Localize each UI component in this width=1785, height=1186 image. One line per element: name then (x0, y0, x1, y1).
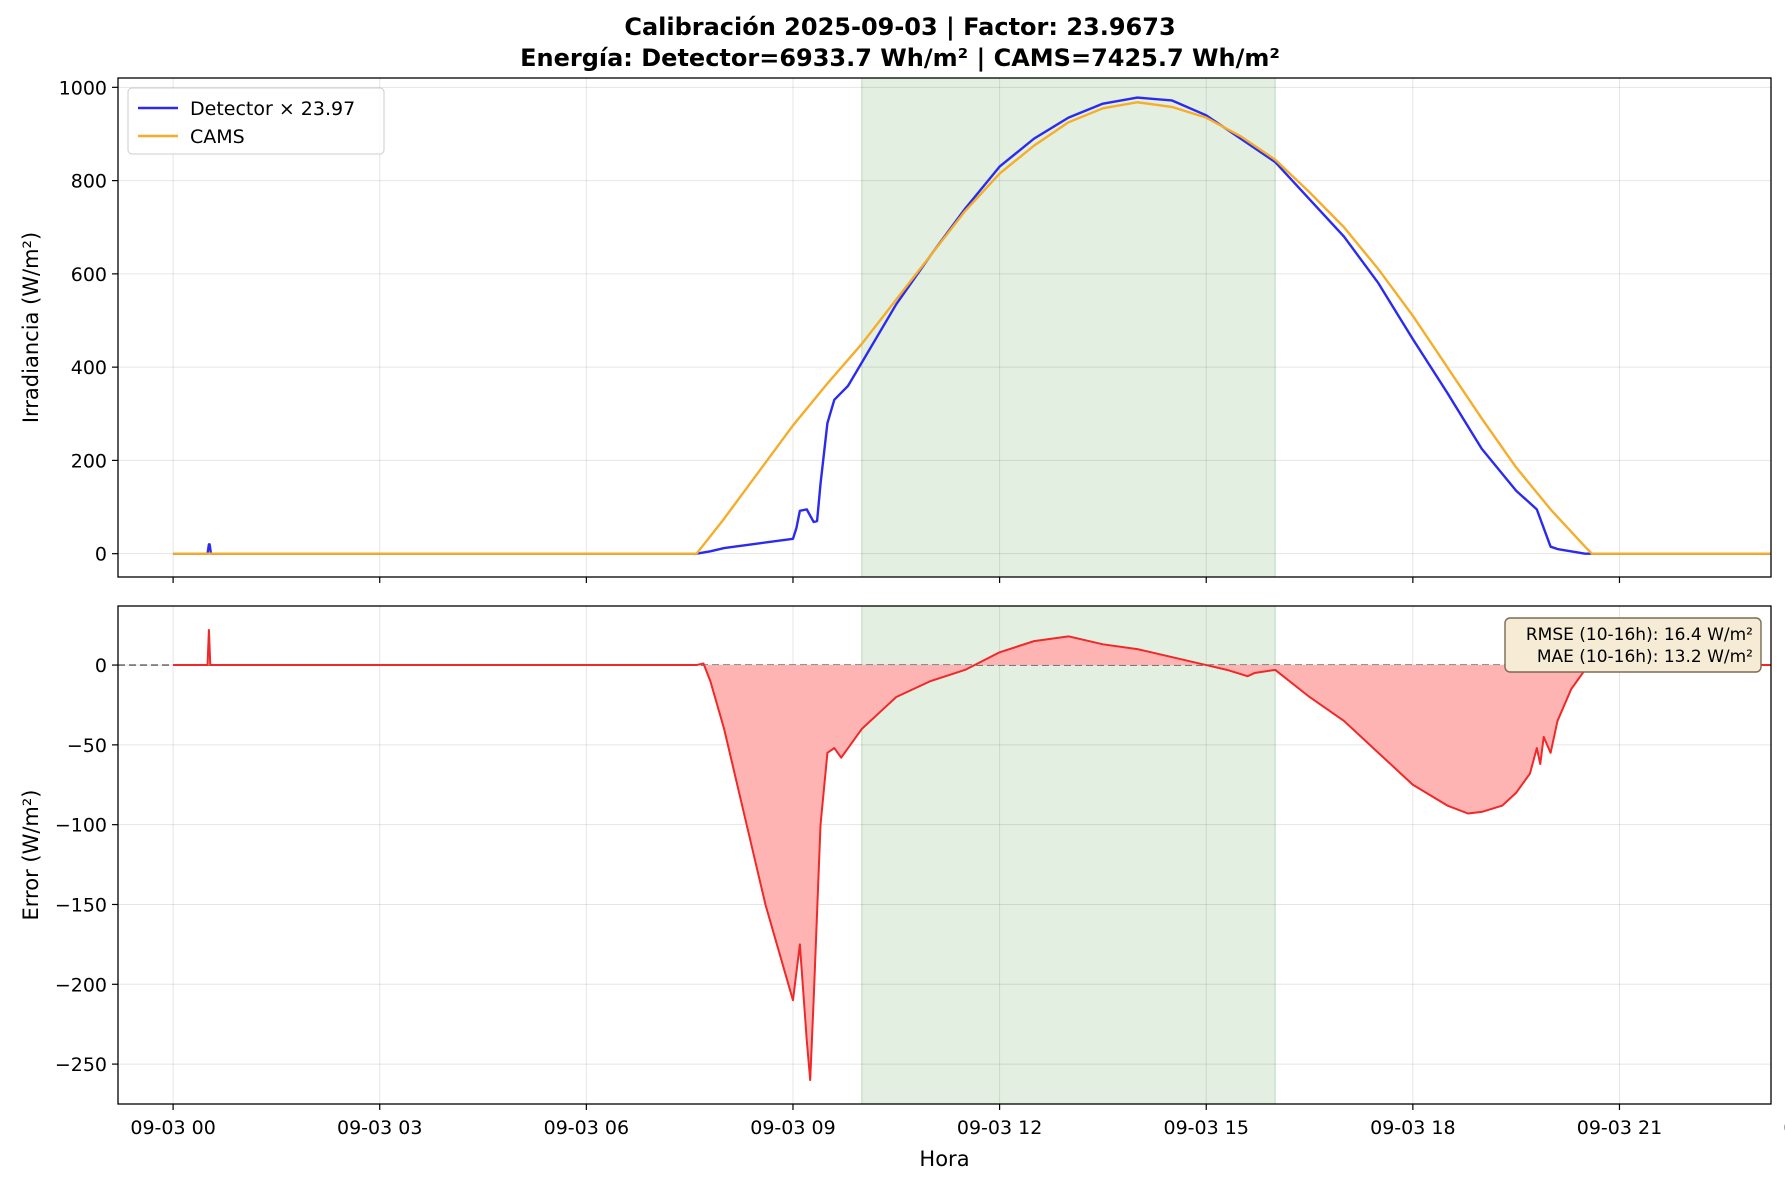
x-tick-label: 09-03 00 (130, 1117, 215, 1139)
highlight-window (861, 78, 1276, 577)
chart-title-line2: Energía: Detector=6933.7 Wh/m² | CAMS=74… (520, 44, 1280, 72)
legend-box (127, 87, 385, 155)
y-tick-label: 0 (95, 544, 107, 566)
y-tick-label: −200 (55, 974, 107, 996)
stats-box (1504, 617, 1762, 673)
cams-series-line (173, 101, 1771, 555)
x-tick-label: 09-03 18 (1370, 1117, 1455, 1139)
panel-error: 09-03 00 09-03 03 09-03 06 09-03 09 09-03 12… (19, 605, 1785, 1171)
panel-irradiance: 0 200 400 600 800 1000 Irradiancia (W/m²) Detec… (19, 77, 1772, 583)
y-axis-label: Irradiancia (W/m²) (19, 232, 43, 423)
x-tick-label: 09-03 03 (337, 1117, 422, 1139)
axes-frame (117, 605, 1772, 1105)
x-axis-label: Hora (919, 1147, 969, 1171)
x-tick-label: 09-03 21 (1577, 1117, 1662, 1139)
error-series-line (173, 628, 1771, 1082)
y-tick-label: −150 (55, 894, 107, 916)
plot-area (173, 96, 1771, 555)
y-tick-label: 1000 (59, 77, 107, 99)
axes-frame (117, 77, 1772, 578)
y-axis-label: Error (W/m²) (19, 790, 43, 921)
y-tick-label: −250 (55, 1054, 107, 1076)
legend-label: CAMS (190, 126, 245, 148)
stats-line: MAE (10-16h): 13.2 W/m² (1537, 647, 1753, 667)
y-tick-label: −100 (55, 815, 107, 837)
x-tick-label: 09-03 06 (544, 1117, 629, 1139)
y-tick-label: 800 (71, 171, 107, 193)
plot-area (118, 628, 1771, 1082)
legend: Detector × 23.97 CAMS (127, 87, 385, 155)
y-tick-label: 600 (71, 264, 107, 286)
y-tick-label: 400 (71, 357, 107, 379)
x-tick-label: 09-03 09 (750, 1117, 835, 1139)
x-tick-label: 09-04 00 (1783, 1117, 1785, 1139)
x-tick-label: 09-03 12 (957, 1117, 1042, 1139)
chart-title-line1: Calibración 2025-09-03 | Factor: 23.9673 (624, 13, 1175, 41)
x-tick-label: 09-03 15 (1164, 1117, 1249, 1139)
stats-line: RMSE (10-16h): 16.4 W/m² (1526, 625, 1753, 645)
y-tick-label: 200 (71, 450, 107, 472)
error-area-fill (173, 629, 1771, 1081)
y-tick-label: 0 (95, 655, 107, 677)
legend-label: Detector × 23.97 (190, 98, 355, 120)
highlight-window (861, 606, 1276, 1104)
y-tick-label: −50 (67, 735, 107, 757)
